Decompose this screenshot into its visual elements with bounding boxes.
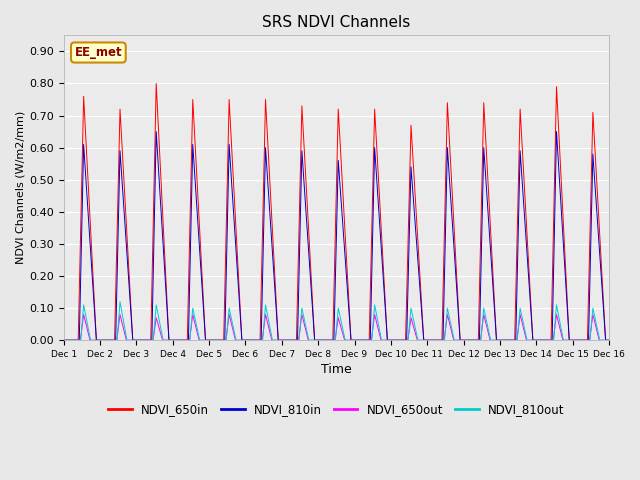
- NDVI_650out: [154, 323, 162, 328]
- NDVI_810out: [154, 313, 162, 319]
- NDVI_650in: [595, 210, 602, 216]
- NDVI_810in: [60, 337, 67, 343]
- NDVI_810out: [269, 337, 277, 343]
- NDVI_650in: [605, 337, 613, 343]
- NDVI_810in: [154, 165, 162, 170]
- NDVI_810out: [605, 337, 613, 343]
- NDVI_810in: [292, 337, 300, 343]
- NDVI_810out: [292, 337, 300, 343]
- NDVI_810out: [595, 331, 602, 337]
- Y-axis label: NDVI Channels (W/m2/mm): NDVI Channels (W/m2/mm): [15, 111, 25, 264]
- NDVI_650out: [60, 337, 67, 343]
- NDVI_650in: [154, 125, 162, 131]
- NDVI_810in: [595, 234, 602, 240]
- Title: SRS NDVI Channels: SRS NDVI Channels: [262, 15, 410, 30]
- NDVI_810in: [152, 129, 160, 134]
- NDVI_650in: [60, 337, 67, 343]
- NDVI_810in: [122, 235, 130, 240]
- NDVI_650out: [269, 337, 277, 343]
- NDVI_810in: [605, 337, 613, 343]
- Line: NDVI_650out: NDVI_650out: [63, 314, 609, 340]
- NDVI_650out: [122, 336, 130, 342]
- NDVI_650out: [80, 312, 88, 317]
- NDVI_810out: [536, 337, 543, 343]
- Line: NDVI_810out: NDVI_810out: [63, 302, 609, 340]
- NDVI_650out: [536, 337, 543, 343]
- Text: EE_met: EE_met: [74, 46, 122, 59]
- NDVI_650in: [269, 238, 277, 243]
- NDVI_650in: [536, 337, 543, 343]
- NDVI_810in: [269, 258, 277, 264]
- NDVI_810in: [536, 337, 543, 343]
- NDVI_650out: [605, 337, 613, 343]
- NDVI_810out: [60, 337, 67, 343]
- NDVI_810out: [122, 332, 130, 338]
- NDVI_650out: [595, 335, 602, 340]
- Line: NDVI_810in: NDVI_810in: [63, 132, 609, 340]
- X-axis label: Time: Time: [321, 363, 352, 376]
- Line: NDVI_650in: NDVI_650in: [63, 84, 609, 340]
- NDVI_650in: [292, 330, 300, 336]
- NDVI_650out: [292, 337, 300, 343]
- NDVI_650in: [152, 81, 160, 86]
- Legend: NDVI_650in, NDVI_810in, NDVI_650out, NDVI_810out: NDVI_650in, NDVI_810in, NDVI_650out, NDV…: [103, 398, 570, 420]
- NDVI_810out: [116, 299, 124, 305]
- NDVI_650in: [122, 212, 130, 217]
